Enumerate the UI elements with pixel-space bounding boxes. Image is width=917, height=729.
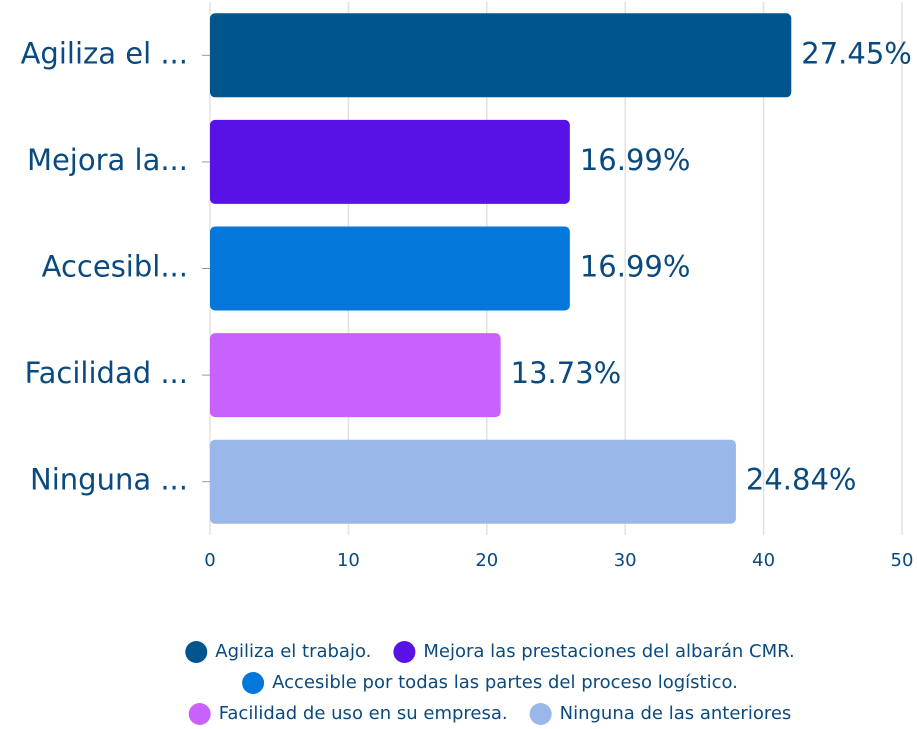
legend-row: Facilidad de uso en su empresa. Ninguna d… xyxy=(188,703,792,725)
legend-row: Accesible por todas las partes del proce… xyxy=(242,672,738,694)
legend-swatch xyxy=(529,703,552,725)
y-tick-label: Mejora la... xyxy=(27,143,188,177)
legend-swatch xyxy=(185,641,208,663)
legend-label: Facilidad de uso en su empresa. xyxy=(219,703,508,724)
y-tick-label: Accesibl... xyxy=(42,250,188,284)
value-label: 13.73% xyxy=(511,356,622,390)
y-tick-label: Agiliza el ... xyxy=(21,36,188,70)
x-tick-label: 30 xyxy=(614,550,637,571)
legend-swatch xyxy=(242,672,265,694)
x-tick-label: 50 xyxy=(891,550,914,571)
value-label: 16.99% xyxy=(580,143,691,177)
legend-label: Mejora las prestaciones del albarán CMR. xyxy=(423,641,794,662)
legend-label: Agiliza el trabajo. xyxy=(215,641,371,662)
legend-swatch xyxy=(393,641,416,663)
bar xyxy=(210,13,792,98)
bar xyxy=(210,439,736,524)
value-label: 16.99% xyxy=(580,250,691,284)
value-label: 27.45% xyxy=(801,36,912,70)
legend-row: Agiliza el trabajo. Mejora las prestacion… xyxy=(185,641,795,663)
y-tick-label: Ninguna ... xyxy=(30,463,188,497)
x-tick-label: 10 xyxy=(337,550,360,571)
x-tick-label: 40 xyxy=(752,550,775,571)
bar xyxy=(210,119,570,204)
legend-label: Accesible por todas las partes del proce… xyxy=(272,672,738,693)
value-label: 24.84% xyxy=(746,463,857,497)
legend-swatch xyxy=(188,703,211,725)
x-tick-label: 20 xyxy=(475,550,498,571)
bar xyxy=(210,333,501,418)
legend-label: Ninguna de las anteriores xyxy=(560,703,792,724)
y-tick-label: Facilidad ... xyxy=(25,356,188,390)
x-tick-label: 0 xyxy=(204,550,215,571)
bar xyxy=(210,226,570,311)
